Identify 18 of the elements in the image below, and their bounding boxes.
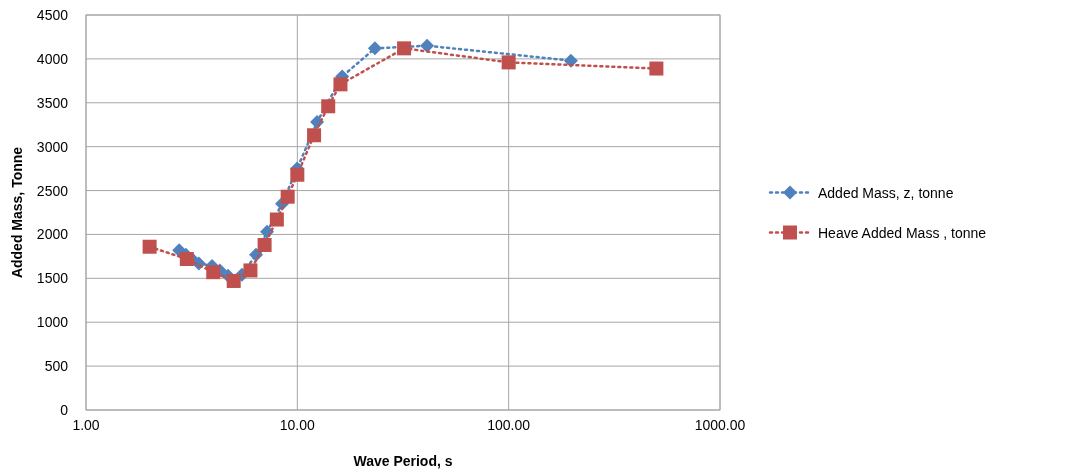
y-tick-label: 4000 [36,50,69,67]
y-axis-title: Added Mass, Tonne [9,146,25,279]
legend-label: Heave Added Mass , tonne [818,224,987,241]
x-tick-label: 10.00 [279,417,316,433]
y-tick-label: 500 [44,358,69,375]
y-tick-label: 1000 [36,314,69,331]
y-tick-label: 3000 [36,138,69,155]
y-tick-label: 3500 [36,94,69,111]
y-tick-label: 4500 [36,7,69,23]
x-tick-label: 1.00 [72,417,100,433]
y-tick-label: 2500 [36,182,69,199]
x-tick-label: 1000.00 [694,417,746,433]
y-tick-label: 1500 [36,270,69,287]
y-tick-label: 0 [60,402,69,418]
legend-label: Added Mass, z, tonne [818,184,954,201]
y-tick-label: 2000 [36,226,69,243]
x-axis-title: Wave Period, s [353,453,453,469]
x-tick-label: 100.00 [487,417,531,433]
